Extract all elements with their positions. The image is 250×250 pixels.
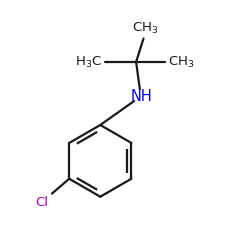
Text: CH$_3$: CH$_3$: [132, 21, 158, 36]
Text: H$_3$C: H$_3$C: [74, 54, 102, 70]
Text: Cl: Cl: [35, 196, 48, 208]
Text: CH$_3$: CH$_3$: [168, 54, 195, 70]
Text: NH: NH: [130, 89, 152, 104]
